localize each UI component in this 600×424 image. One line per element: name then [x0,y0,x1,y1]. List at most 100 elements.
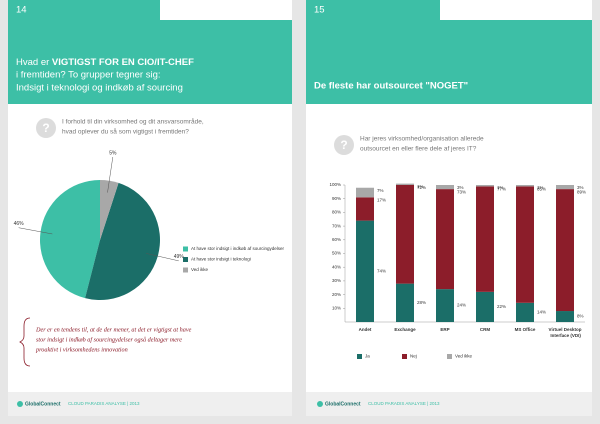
bar-segment [516,186,534,303]
legend-label: Nej [410,354,417,359]
leader-line [146,253,179,262]
value-label: 24% [457,303,466,308]
value-label: 73% [457,189,466,194]
y-tick-label: 70% [332,223,341,228]
footer [8,392,292,416]
y-tick-label: 10% [332,305,341,310]
bar-segment [516,185,534,187]
value-label: 28% [417,300,426,305]
x-tick-label: Andet [359,327,372,332]
value-label: 3% [457,185,464,190]
legend-swatch [183,246,188,252]
quote: stor indsigt i indkøb af sourcingydelser… [36,336,182,343]
bar-segment [396,183,414,185]
value-label: 46% [14,221,25,227]
y-tick-label: 30% [332,278,341,283]
bar-segment [396,283,414,322]
y-tick-label: 90% [332,196,341,201]
page-number: 14 [16,5,27,16]
heading-part: Hvad er [16,57,49,68]
pie-slice [39,180,100,299]
value-label: 1% [497,185,504,190]
pie-slice [100,180,119,240]
y-tick-label: 40% [332,264,341,269]
y-tick-label: 60% [332,237,341,242]
quote: proaktivt i virksomhedens innovation [35,346,128,353]
page-number: 15 [314,5,325,16]
bar-segment [476,186,494,292]
bar-segment [396,185,414,284]
heading-line: i fremtiden? To grupper tegner sig: [16,70,161,81]
bar-segment [556,311,574,322]
bar-segment [476,291,494,322]
legend-label: Ved ikke [455,354,473,359]
legend-swatch [183,267,188,273]
y-tick-label: 20% [332,292,341,297]
icon-text: ? [340,138,347,152]
heading-line: Indsigt i teknologi og indkøb af sourcin… [16,83,183,94]
value-label: 77% [497,187,506,192]
y-tick-label: 80% [332,210,341,215]
footer [306,392,592,416]
bar-segment [436,185,454,190]
value-label: 72% [417,185,426,190]
value-label: 7% [377,188,384,193]
quote: Der er en tendens til, at de der mener, … [35,326,192,333]
bar-segment [356,197,374,221]
heading: Hvad er VIGTIGST FOR EN CIO/IT-CHEF [16,57,194,68]
value-label: 74% [377,268,386,273]
footer-text: CLOUD PARADIS ANALYSE | 2013 [368,401,440,406]
bar-segment [556,189,574,312]
y-tick-label: 100% [329,182,341,187]
icon-text: ? [42,121,49,135]
legend-label: Ja [365,354,370,359]
x-tick-label: Virtuel Desktop Interface (VDI) [549,327,582,338]
question: outsourcet en eller flere dele af jeres … [360,146,477,153]
quote-brace [19,317,31,367]
bar-segment [516,302,534,322]
header-band [306,20,592,104]
value-label: 5% [109,150,117,156]
value-label: 3% [577,185,584,190]
y-tick-label: 50% [332,251,341,256]
value-label: 89% [577,189,586,194]
pie-slice [85,182,161,301]
value-label: 85% [537,187,546,192]
leader-line [107,156,114,193]
bar-segment [356,220,374,322]
x-tick-label: Exchange [394,327,416,332]
legend-swatch [183,257,188,262]
header-tab [306,0,440,22]
bar-segment [436,289,454,322]
leader-line [18,227,53,235]
value-label: 22% [497,304,506,309]
bar-segment [556,185,574,190]
question: hvad oplever du så som vigtigst i fremti… [62,128,189,136]
question: I forhold til din virksomhed og dit ansv… [62,118,204,126]
value-label: 1% [417,184,424,189]
value-label: 49% [174,254,185,260]
legend-swatch [447,354,452,359]
logo [317,401,323,407]
legend-label: At have stor indsigt i teknologi [191,257,251,262]
legend-label: At have stor indsigt i indkøb af sourcin… [191,246,285,251]
bar-segment [476,185,494,187]
value-label: 1% [537,185,544,190]
question: Har jeres virksomhed/organisation allere… [360,136,484,143]
footer-text: CLOUD PARADIS ANALYSE | 2013 [68,401,140,406]
value-label: 8% [577,314,584,319]
x-tick-label: MS Office [515,327,536,332]
question-icon [334,135,354,155]
bar-segment [436,189,454,290]
header-tab [8,0,160,22]
legend-label: Ved ikke [191,267,209,272]
value-label: 14% [537,310,546,315]
x-tick-label: CRM [480,327,490,332]
value-label: 17% [377,198,386,203]
bar-segment [356,187,374,198]
heading: De fleste har outsourcet "NOGET" [314,81,468,92]
x-tick-label: ERP [440,327,449,332]
logo [17,401,23,407]
